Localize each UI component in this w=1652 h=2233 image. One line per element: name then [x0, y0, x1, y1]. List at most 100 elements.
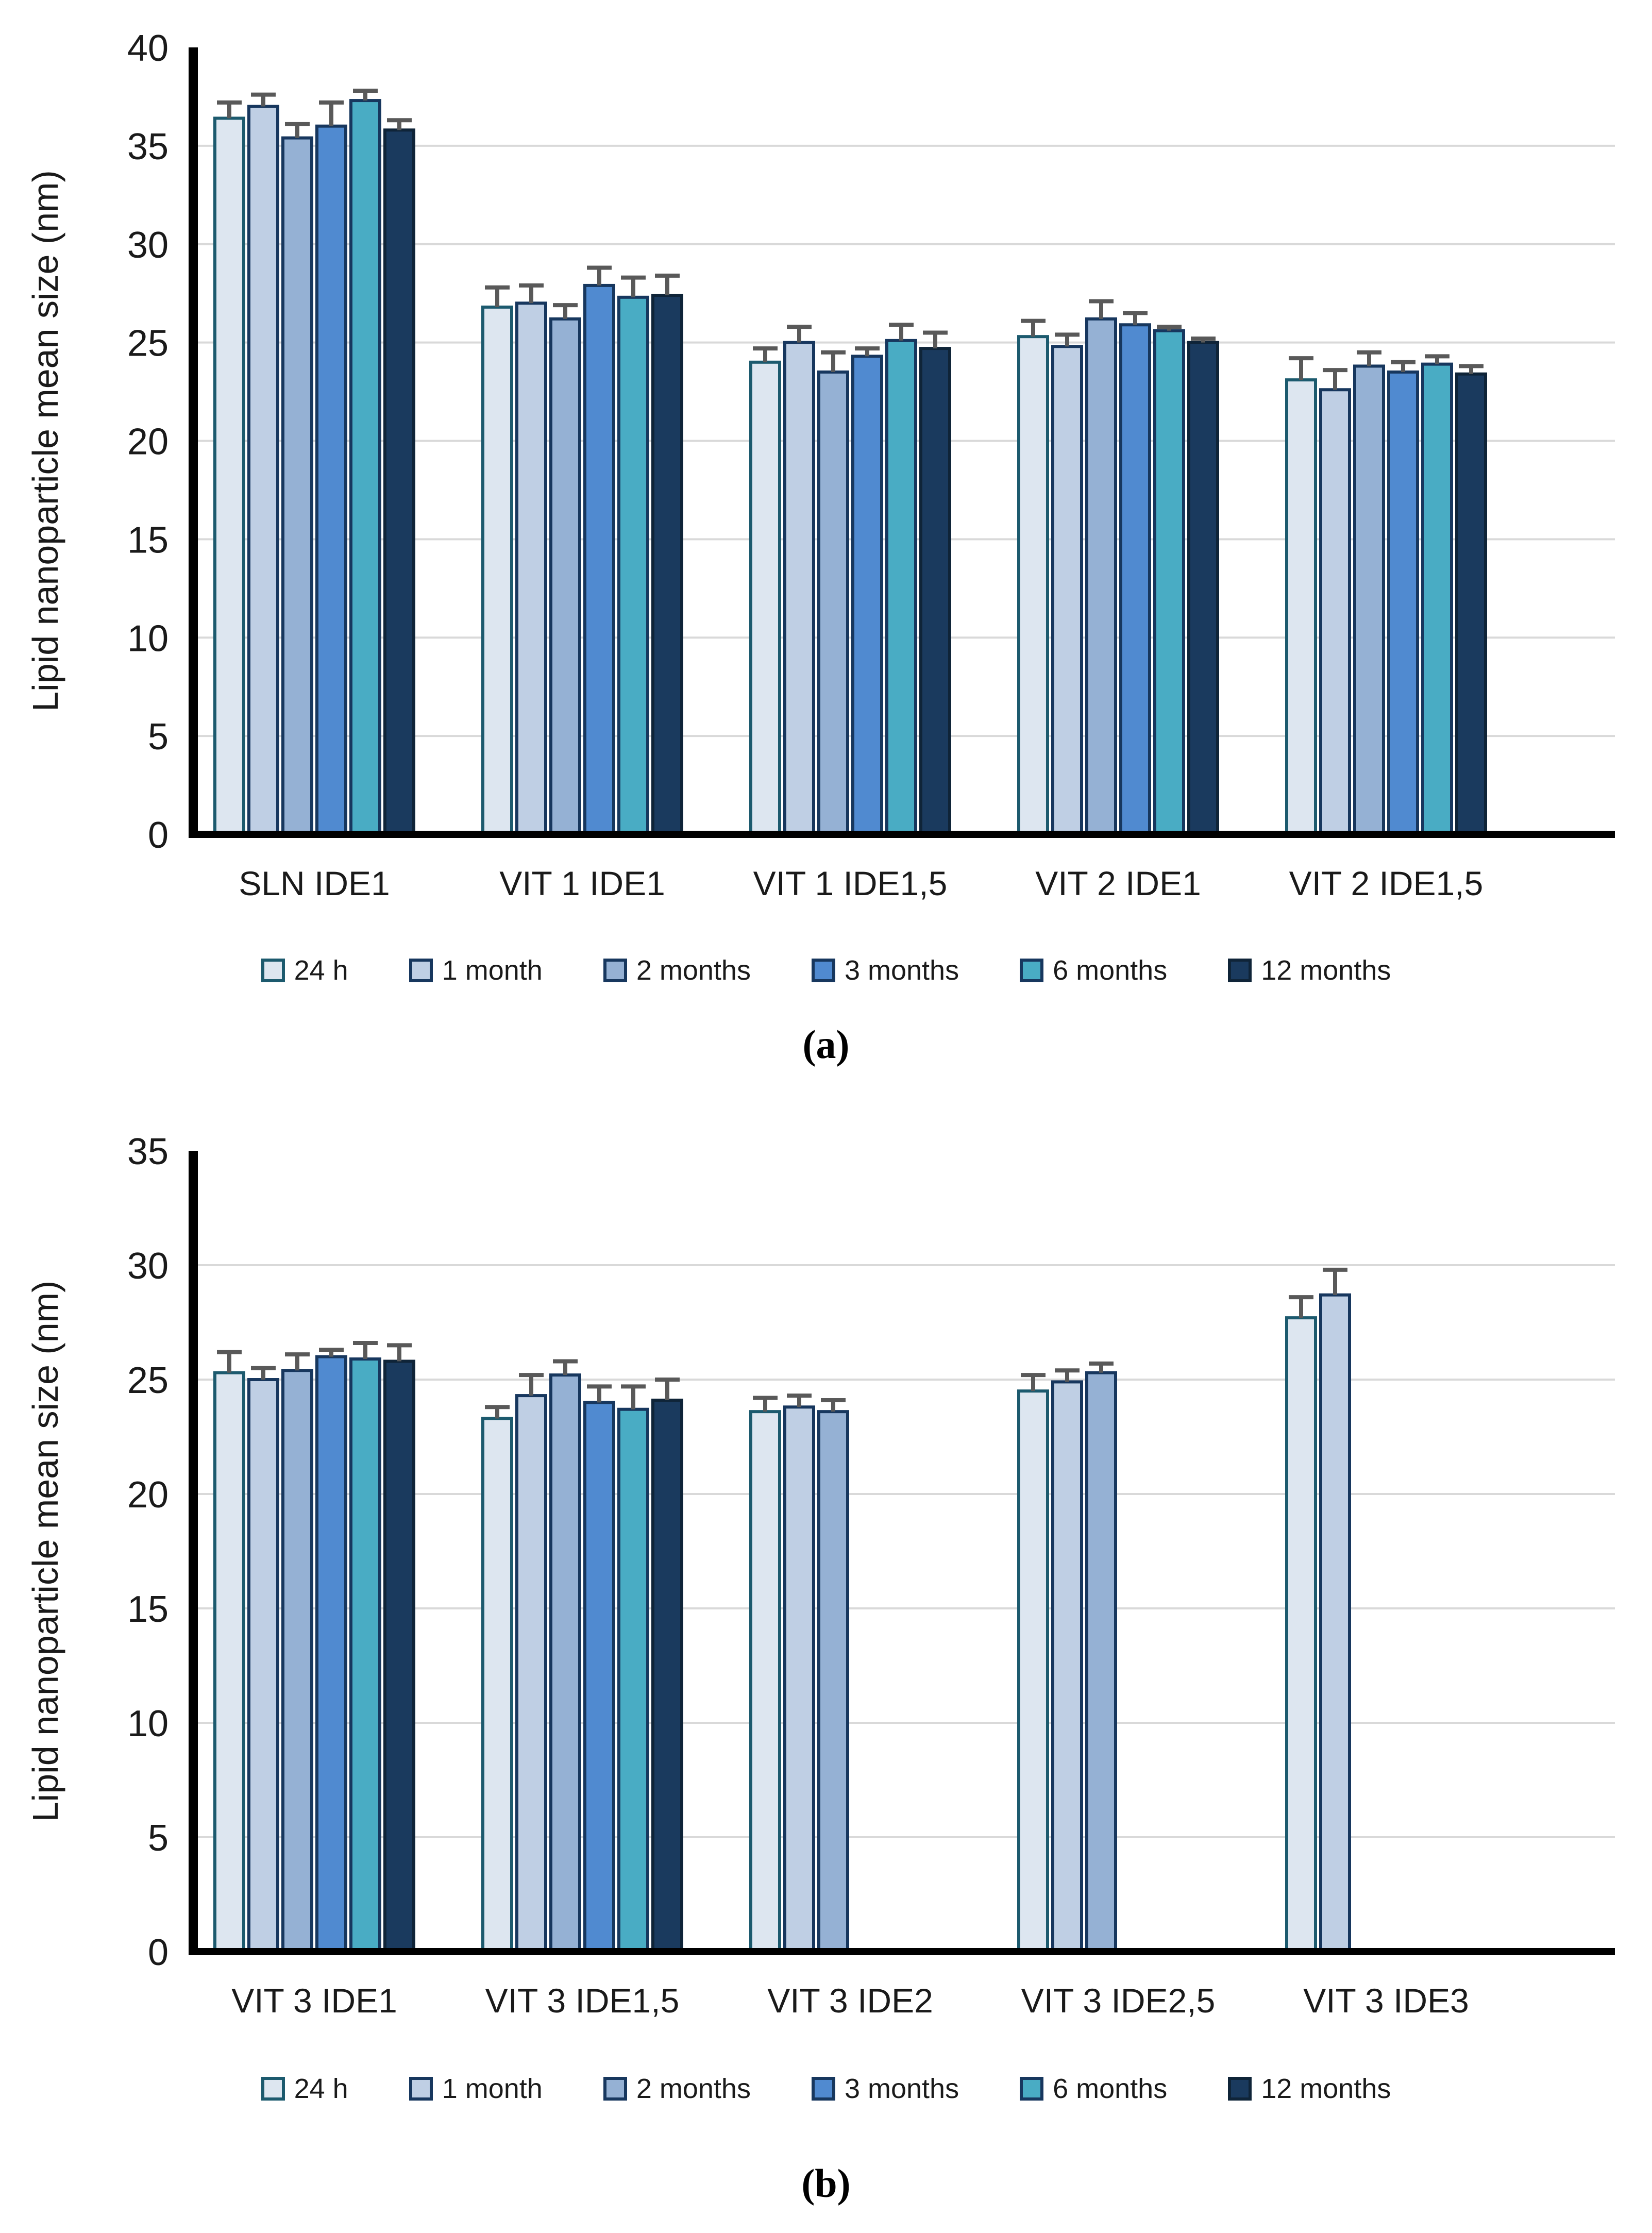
y-axis-line	[189, 1151, 198, 1955]
bar	[1051, 345, 1083, 836]
bar	[1285, 378, 1317, 836]
chart-b: 0 5 10 15 20 25 30 35 VIT 3 IDE1 VIT 3 IDE1,5 VIT …	[0, 1073, 1652, 2078]
legend-item: 12 months	[1228, 2073, 1391, 2105]
bar	[1285, 1316, 1317, 1954]
legend-item-label: 24 h	[294, 2073, 348, 2104]
bar	[1119, 323, 1151, 836]
y-tick-label: 15	[127, 519, 168, 561]
legend-item: 6 months	[1020, 2073, 1167, 2105]
legend-swatch-icon	[409, 959, 433, 982]
legend-swatch-icon	[409, 2077, 433, 2101]
legend-item: 24 h	[261, 954, 348, 986]
bar	[1085, 1371, 1117, 1953]
y-tick-label: 5	[148, 716, 168, 758]
y-tick-label: 20	[127, 1474, 168, 1516]
bar	[851, 355, 883, 836]
legend-item-label: 3 months	[844, 2073, 959, 2104]
bar	[919, 347, 951, 836]
bar	[1455, 372, 1487, 836]
bar	[583, 1401, 615, 1953]
category-label: VIT 3 IDE2,5	[1021, 1982, 1216, 2020]
legend-item-label: 6 months	[1053, 2073, 1168, 2104]
bar	[817, 370, 849, 836]
bar	[749, 360, 781, 836]
legend-item: 1 month	[409, 954, 543, 986]
legend-swatch-icon	[603, 2077, 627, 2101]
legend-swatch-icon	[603, 959, 627, 982]
legend-swatch-icon	[811, 959, 835, 982]
legend-swatch-icon	[811, 2077, 835, 2101]
x-axis-line	[189, 1948, 1615, 1955]
bar	[817, 1410, 849, 1953]
bar	[315, 124, 347, 836]
category-label: VIT 3 IDE1,5	[485, 1982, 680, 2020]
legend-b: 24 h 1 month 2 months 3 months 6 months	[0, 2073, 1652, 2105]
bar	[885, 339, 917, 836]
y-tick-label: 0	[148, 815, 168, 856]
bar	[651, 1398, 683, 1953]
bar	[1187, 341, 1219, 836]
legend-item: 3 months	[811, 2073, 959, 2105]
bar	[515, 1394, 547, 1954]
bar	[749, 1410, 781, 1953]
bar	[213, 116, 245, 836]
legend-swatch-icon	[261, 2077, 285, 2101]
legend-swatch-icon	[1228, 959, 1252, 982]
bar	[1353, 364, 1385, 836]
bar	[1319, 1293, 1351, 1953]
legend-item-label: 12 months	[1261, 955, 1391, 986]
bar	[549, 317, 581, 836]
category-label: SLN IDE1	[239, 864, 390, 902]
bar	[1153, 329, 1185, 836]
bar	[783, 1405, 815, 1953]
bar	[383, 1359, 415, 1953]
bar	[515, 301, 547, 836]
legend-swatch-icon	[261, 959, 285, 982]
y-axis-title: Lipid nanoparticle mean size (nm)	[25, 1281, 65, 1822]
bar	[481, 1417, 513, 1953]
legend-item: 1 month	[409, 2073, 543, 2105]
legend-item-label: 1 month	[442, 955, 543, 986]
y-tick-label: 40	[127, 28, 168, 69]
bar	[383, 128, 415, 836]
legend-item: 2 months	[603, 2073, 751, 2105]
bar	[1051, 1380, 1083, 1953]
legend-item: 12 months	[1228, 954, 1391, 986]
y-tick-label: 15	[127, 1589, 168, 1630]
legend-item-label: 2 months	[636, 955, 751, 986]
bar	[349, 99, 381, 836]
bar	[315, 1355, 347, 1954]
y-tick-label: 35	[127, 1131, 168, 1172]
bar	[247, 1378, 279, 1953]
legend-item-label: 6 months	[1053, 955, 1168, 986]
category-label: VIT 2 IDE1,5	[1289, 864, 1484, 902]
legend-item-label: 24 h	[294, 955, 348, 986]
chart-b-svg: 0 5 10 15 20 25 30 35 VIT 3 IDE1 VIT 3 IDE1,5 VIT …	[25, 1131, 1615, 2020]
legend-item: 3 months	[811, 954, 959, 986]
legend-swatch-icon	[1020, 2077, 1044, 2101]
category-label: VIT 1 IDE1,5	[753, 864, 948, 902]
category-label: VIT 3 IDE2	[767, 1982, 933, 2020]
caption-a: (a)	[802, 1022, 850, 1067]
caption-b: (b)	[801, 2161, 851, 2206]
y-tick-label: 10	[127, 1703, 168, 1744]
y-tick-label: 10	[127, 618, 168, 659]
category-label: VIT 3 IDE3	[1303, 1982, 1469, 2020]
legend-swatch-icon	[1020, 959, 1044, 982]
legend-item-label: 1 month	[442, 2073, 543, 2104]
legend-item: 2 months	[603, 954, 751, 986]
legend-item-label: 3 months	[844, 955, 959, 986]
bar	[783, 341, 815, 836]
bar	[247, 105, 279, 836]
bar	[1085, 317, 1117, 836]
category-label: VIT 2 IDE1	[1035, 864, 1201, 902]
legend-item-label: 12 months	[1261, 2073, 1391, 2104]
y-tick-label: 0	[148, 1932, 168, 1973]
bar	[281, 1369, 313, 1953]
bar	[549, 1373, 581, 1954]
legend-item: 6 months	[1020, 954, 1167, 986]
bar	[651, 294, 683, 836]
bar	[617, 1407, 649, 1953]
y-tick-label: 5	[148, 1818, 168, 1859]
